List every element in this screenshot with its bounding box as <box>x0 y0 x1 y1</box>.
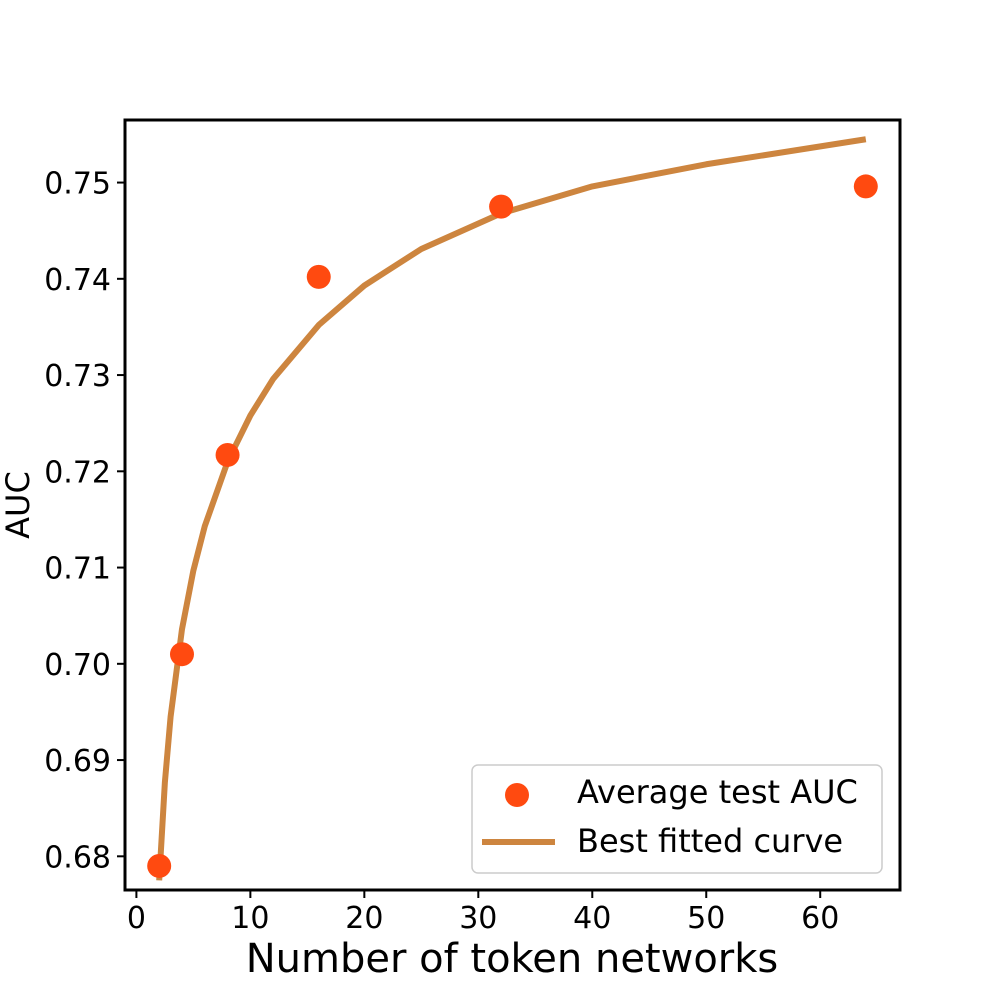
scatter-point <box>215 442 240 467</box>
scatter-point <box>147 853 172 878</box>
y-tick-label: 0.73 <box>44 359 111 394</box>
x-tick-label: 0 <box>127 901 146 936</box>
scatter-point <box>306 264 331 289</box>
y-tick-label: 0.72 <box>44 455 111 490</box>
y-tick-label: 0.75 <box>44 167 111 202</box>
y-tick-label: 0.69 <box>44 744 111 779</box>
x-tick-label: 40 <box>573 901 611 936</box>
y-axis-label: AUC <box>0 471 37 539</box>
legend-marker-scatter <box>505 783 529 807</box>
legend: Average test AUC Best fitted curve <box>471 764 883 874</box>
legend-box <box>471 764 883 874</box>
y-tick-label: 0.74 <box>44 263 111 298</box>
x-tick-label: 20 <box>345 901 383 936</box>
fitted-curve-line <box>156 136 867 881</box>
scatter-point <box>853 174 878 199</box>
plot-background <box>125 120 900 890</box>
x-axis: 0 10 20 30 40 50 60 <box>127 890 839 936</box>
x-tick-label: 60 <box>801 901 839 936</box>
legend-label-line: Best fitted curve <box>577 822 843 860</box>
legend-label-scatter: Average test AUC <box>577 773 858 811</box>
scatter-point <box>489 194 514 219</box>
y-tick-label: 0.70 <box>44 648 111 683</box>
y-axis: 0.68 0.69 0.70 0.71 0.72 0.73 0.74 0.75 <box>44 167 125 875</box>
x-axis-label: Number of token networks <box>246 936 779 982</box>
y-tick-label: 0.71 <box>44 552 111 587</box>
plot-area <box>147 136 878 881</box>
x-tick-label: 10 <box>231 901 269 936</box>
plot-frame <box>123 118 902 892</box>
x-tick-label: 50 <box>687 901 725 936</box>
y-tick-label: 0.68 <box>44 840 111 875</box>
scatter-point <box>169 642 194 667</box>
x-tick-label: 30 <box>459 901 497 936</box>
